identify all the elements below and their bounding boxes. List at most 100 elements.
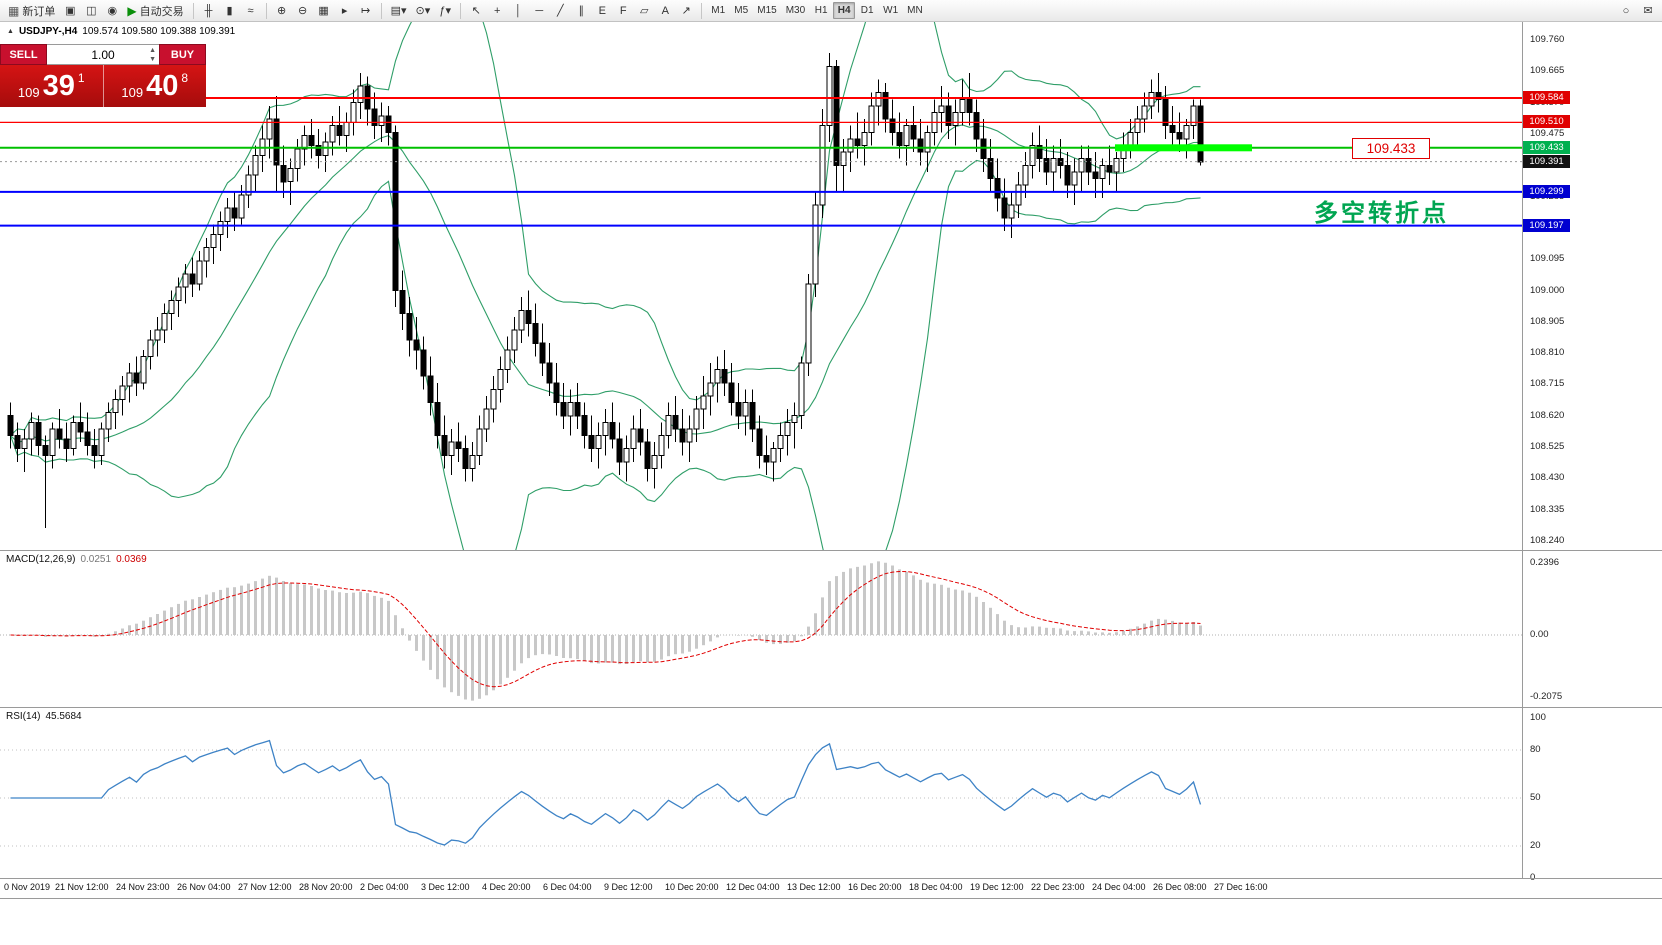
volume-input[interactable]: 1.00 ▲ ▼ [47, 44, 159, 65]
candle-body [847, 138, 854, 153]
one-click-trade-panel: SELL 1.00 ▲ ▼ BUY 109 39 1 109 40 8 [0, 44, 206, 107]
candle-body [1148, 92, 1155, 107]
trendline-icon[interactable]: ╱ [550, 2, 570, 20]
highlight-bar[interactable] [1115, 144, 1252, 152]
elliott-icon[interactable]: E [592, 2, 612, 20]
candle-body [679, 428, 686, 443]
candle-body [399, 290, 406, 315]
bar-chart-icon[interactable]: ╫ [199, 2, 219, 20]
chart-annotation-text[interactable]: 多空转折点 [1314, 200, 1449, 227]
zoom-out-icon[interactable]: ⊖ [293, 2, 313, 20]
candle-body [1190, 105, 1197, 127]
main-chart-pane[interactable] [0, 22, 1522, 550]
candle-body [231, 207, 238, 219]
buy-price[interactable]: 109 40 8 [104, 65, 207, 107]
autotrading-button[interactable]: ▶ 自动交易 [123, 2, 187, 20]
volume-decrease-icon[interactable]: ▼ [149, 56, 156, 63]
collapse-panel-icon[interactable]: ▲ [7, 28, 14, 35]
time-label: 21 Nov 12:00 [55, 882, 109, 892]
search-icon[interactable]: ○ [1616, 2, 1636, 20]
arrow-icon[interactable]: ↗ [676, 2, 696, 20]
charts-grid-icon[interactable]: ▣ [60, 2, 80, 20]
play-icon: ▶ [127, 3, 137, 18]
price-callout[interactable]: 109.433 [1352, 138, 1430, 159]
pane-resize-separator[interactable] [0, 707, 1662, 708]
timeframe-button-w1[interactable]: W1 [879, 2, 902, 19]
price-scale[interactable]: 109.760109.665109.570109.475109.380109.2… [1522, 22, 1662, 883]
timeframe-button-m30[interactable]: M30 [782, 2, 809, 19]
rsi-pane[interactable] [0, 708, 1522, 878]
candle-body [1078, 158, 1085, 173]
candle-body [77, 421, 84, 433]
timeframe-button-d1[interactable]: D1 [856, 2, 878, 19]
timeframe-button-m5[interactable]: M5 [730, 2, 752, 19]
timeframe-button-h4[interactable]: H4 [833, 2, 856, 19]
crosshair-icon[interactable]: + [487, 2, 507, 20]
sell-button[interactable]: SELL [0, 44, 47, 65]
profiles-icon[interactable]: ◫ [81, 2, 101, 20]
buy-button[interactable]: BUY [159, 44, 206, 65]
cursor-icon[interactable]: ↖ [466, 2, 486, 20]
candle-body [308, 135, 315, 146]
candle-body [245, 174, 252, 196]
new-chart-icon[interactable]: ▤▾ [387, 2, 411, 20]
candle-body [910, 125, 917, 140]
fibonacci-icon[interactable]: F [613, 2, 633, 20]
time-label: 0 Nov 2019 [4, 882, 51, 892]
new-order-button[interactable]: ▦ 新订单 [4, 2, 59, 20]
time-label: 4 Dec 20:00 [482, 882, 531, 892]
auto-scroll-icon[interactable]: ▸ [335, 2, 355, 20]
vertical-line-icon[interactable]: │ [508, 2, 528, 20]
candle-body [448, 441, 455, 456]
chart-shift-icon[interactable]: ↦ [356, 2, 376, 20]
buy-price-big: 40 [146, 69, 179, 102]
chat-icon[interactable]: ✉ [1638, 2, 1658, 20]
timeframe-button-m15[interactable]: M15 [753, 2, 780, 19]
price-tag-109.584: 109.584 [1523, 91, 1570, 104]
candle-body [455, 441, 462, 450]
tile-windows-icon[interactable]: ▦ [314, 2, 334, 20]
candle-body [56, 428, 63, 440]
candle-body [147, 339, 154, 357]
volume-increase-icon[interactable]: ▲ [149, 47, 156, 54]
candle-body [994, 177, 1001, 199]
candle-body [917, 138, 924, 153]
price-tick-label: 108.240 [1530, 535, 1565, 546]
candle-body [518, 309, 525, 331]
candle-body [945, 105, 952, 127]
candle-body [623, 448, 630, 463]
time-label: 16 Dec 20:00 [848, 882, 902, 892]
candle-body [378, 115, 385, 127]
candle-body [798, 362, 805, 417]
market-watch-icon[interactable]: ◉ [102, 2, 122, 20]
zoom-in-icon[interactable]: ⊕ [272, 2, 292, 20]
line-chart-icon[interactable]: ≈ [241, 2, 261, 20]
macd-pane[interactable] [0, 551, 1522, 707]
timeframe-button-h1[interactable]: H1 [810, 2, 832, 19]
candlestick-chart-icon[interactable]: ▮ [220, 2, 240, 20]
candle-body [777, 435, 784, 450]
candle-body [637, 428, 644, 443]
sell-price[interactable]: 109 39 1 [0, 65, 104, 107]
time-label: 10 Dec 20:00 [665, 882, 719, 892]
candle-body [1015, 184, 1022, 206]
shapes-icon[interactable]: ▱ [634, 2, 654, 20]
rsi-scale-label: 50 [1530, 792, 1541, 803]
time-label: 6 Dec 04:00 [543, 882, 592, 892]
candle-body [756, 428, 763, 456]
timeframe-button-m1[interactable]: M1 [707, 2, 729, 19]
indicators-icon[interactable]: ƒ▾ [435, 2, 455, 20]
horizontal-line-icon[interactable]: ─ [529, 2, 549, 20]
candle-body [224, 207, 231, 222]
time-label: 18 Dec 04:00 [909, 882, 963, 892]
channel-icon[interactable]: ∥ [571, 2, 591, 20]
candle-body [609, 421, 616, 440]
candle-body [1001, 197, 1008, 219]
text-icon[interactable]: A [655, 2, 675, 20]
time-axis[interactable]: 0 Nov 2019 21 Nov 12:00 24 Nov 23:00 26 Nov… [0, 879, 1662, 898]
period-icon[interactable]: ⊙▾ [412, 2, 435, 20]
candle-body [938, 105, 945, 114]
pane-resize-separator[interactable] [0, 550, 1662, 551]
toolbar-icon-group: ▤▾ ⊙▾ ƒ▾ [387, 2, 456, 20]
timeframe-button-mn[interactable]: MN [903, 2, 927, 19]
